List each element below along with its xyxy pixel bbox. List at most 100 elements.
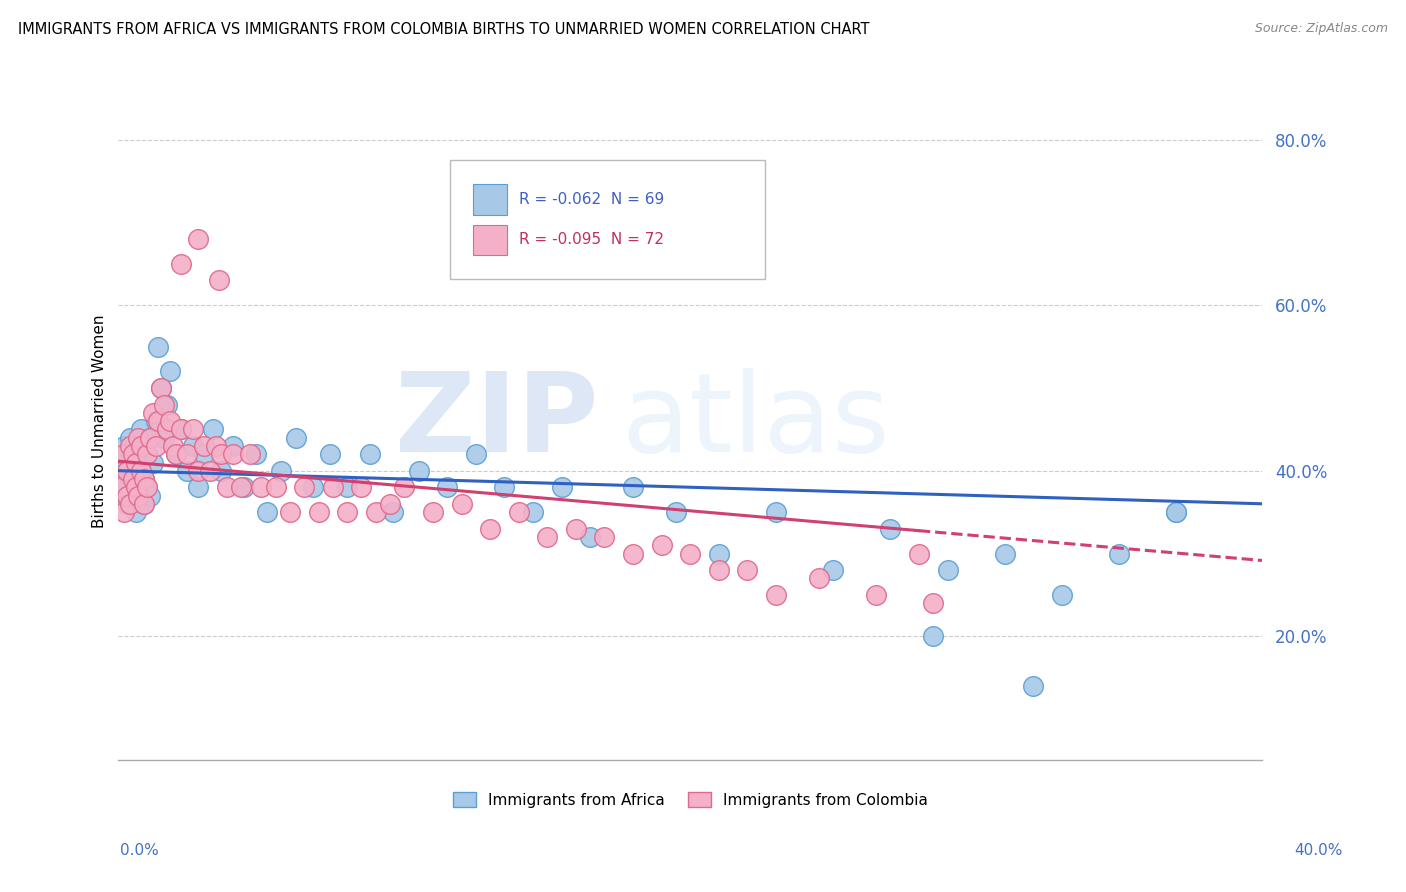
Point [256, 505, 278, 519]
Point [170, 257, 193, 271]
Point [139, 431, 162, 445]
FancyBboxPatch shape [450, 160, 765, 278]
Point [865, 588, 887, 602]
Point [110, 480, 132, 494]
Point [124, 505, 146, 519]
Point [508, 505, 530, 519]
Point [136, 447, 159, 461]
Point [131, 439, 153, 453]
Point [187, 464, 209, 478]
Point [936, 563, 959, 577]
Point [823, 563, 845, 577]
Point [922, 596, 945, 610]
Point [139, 431, 162, 445]
Point [319, 447, 342, 461]
Point [665, 505, 688, 519]
Point [131, 422, 153, 436]
Point [118, 439, 141, 453]
Point [156, 422, 179, 436]
Point [1022, 679, 1045, 693]
Point [193, 447, 215, 461]
Point [579, 530, 602, 544]
Point [207, 273, 229, 287]
Point [115, 489, 138, 503]
Point [145, 414, 167, 428]
Point [302, 480, 325, 494]
Point [165, 447, 187, 461]
Point [245, 447, 267, 461]
Bar [472, 184, 508, 215]
Text: 40.0%: 40.0% [1295, 843, 1343, 857]
Point [139, 489, 162, 503]
Point [162, 439, 184, 453]
Point [350, 480, 373, 494]
Point [145, 439, 167, 453]
Point [1050, 588, 1073, 602]
Point [994, 547, 1017, 561]
Point [159, 364, 181, 378]
Bar [472, 225, 508, 255]
Point [322, 480, 344, 494]
Point [479, 522, 502, 536]
Point [807, 571, 830, 585]
Point [522, 505, 544, 519]
Point [124, 456, 146, 470]
Point [156, 398, 179, 412]
Point [201, 422, 224, 436]
Point [217, 480, 239, 494]
Point [134, 472, 156, 486]
Point [115, 464, 138, 478]
Point [124, 464, 146, 478]
Point [364, 505, 387, 519]
Point [621, 547, 644, 561]
Point [115, 456, 138, 470]
Point [121, 447, 143, 461]
Point [127, 489, 149, 503]
Point [118, 497, 141, 511]
Point [765, 588, 787, 602]
Legend: Immigrants from Africa, Immigrants from Colombia: Immigrants from Africa, Immigrants from … [447, 786, 934, 814]
Point [170, 422, 193, 436]
Point [922, 629, 945, 643]
Point [239, 447, 262, 461]
Point [134, 472, 156, 486]
Point [165, 447, 187, 461]
Point [131, 456, 153, 470]
Point [150, 381, 173, 395]
Point [176, 447, 198, 461]
Point [450, 497, 472, 511]
Point [436, 480, 458, 494]
Point [148, 340, 170, 354]
Point [378, 497, 401, 511]
Point [198, 464, 221, 478]
Point [264, 480, 287, 494]
Point [148, 414, 170, 428]
Point [593, 530, 616, 544]
Point [494, 480, 516, 494]
Point [112, 439, 135, 453]
Point [127, 480, 149, 494]
Point [621, 480, 644, 494]
Point [127, 431, 149, 445]
Point [112, 480, 135, 494]
Point [134, 497, 156, 511]
Y-axis label: Births to Unmarried Women: Births to Unmarried Women [93, 314, 107, 528]
Point [142, 456, 165, 470]
Point [134, 497, 156, 511]
Point [394, 480, 416, 494]
Point [153, 431, 176, 445]
Point [1166, 505, 1188, 519]
Point [222, 447, 245, 461]
Point [176, 464, 198, 478]
Point [170, 422, 193, 436]
Point [121, 489, 143, 503]
Point [737, 563, 759, 577]
Point [651, 538, 673, 552]
Point [707, 547, 730, 561]
Point [231, 480, 253, 494]
Point [536, 530, 558, 544]
Point [270, 464, 292, 478]
Text: R = -0.095  N = 72: R = -0.095 N = 72 [519, 233, 664, 247]
Text: R = -0.062  N = 69: R = -0.062 N = 69 [519, 192, 664, 207]
Point [565, 522, 588, 536]
